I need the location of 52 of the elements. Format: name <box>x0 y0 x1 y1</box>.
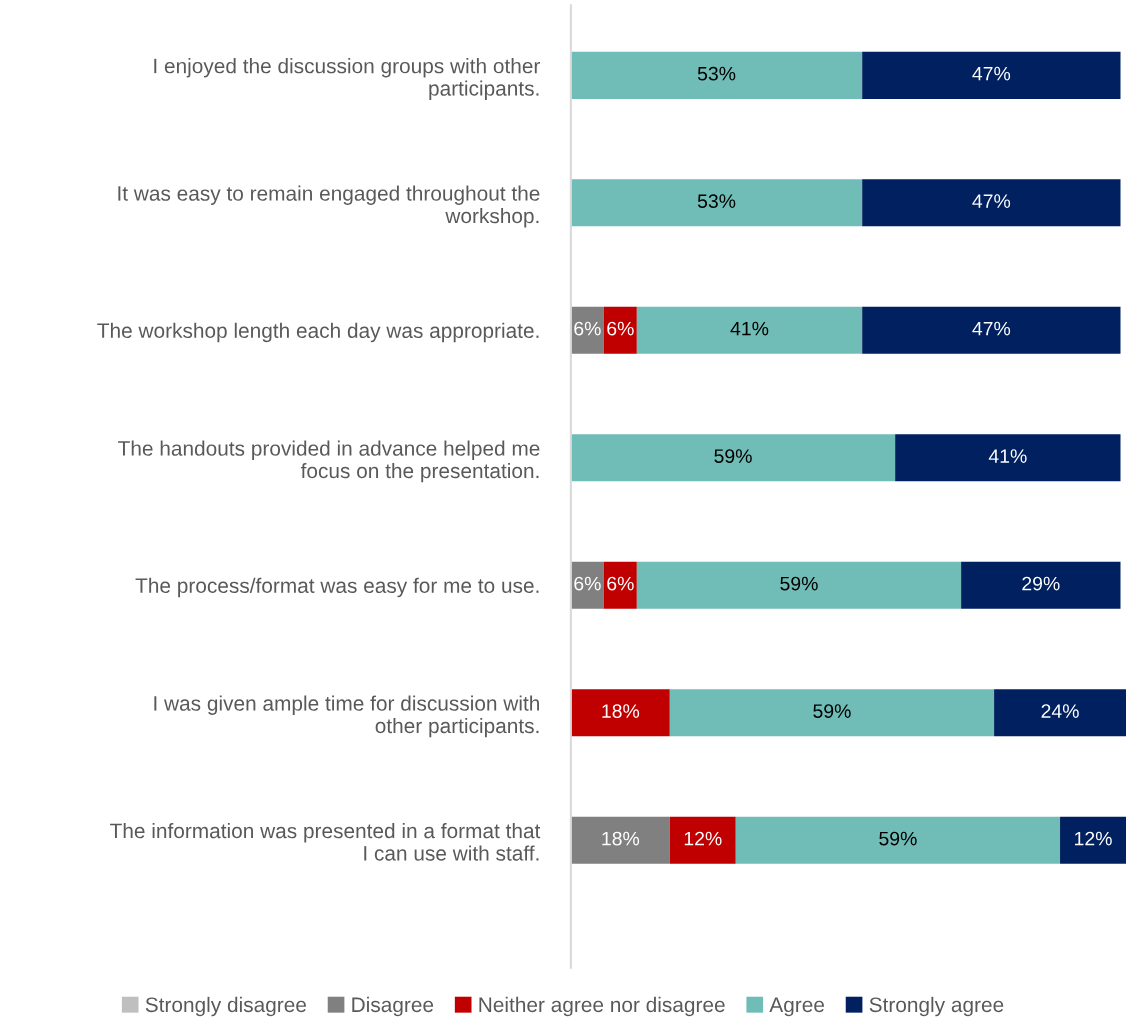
data-label: 47% <box>972 321 1011 336</box>
bar <box>735 816 1061 864</box>
bar <box>570 689 670 737</box>
bar <box>895 434 1121 482</box>
bar <box>669 689 995 737</box>
data-label: 12% <box>684 831 722 846</box>
y-tick-label: I enjoyed the discussion groups with other participants. <box>154 58 541 100</box>
bar <box>603 561 637 609</box>
data-label: 41% <box>988 449 1027 463</box>
data-label: 47% <box>972 194 1011 208</box>
legend-label: Neither agree nor disagree <box>479 996 725 1017</box>
y-tick-label: The workshop length each day was appropriate. <box>97 322 539 343</box>
data-label: 18% <box>602 704 640 718</box>
y-tick-label: It was easy to remain engaged throughout the workshop. <box>118 185 540 228</box>
data-label: 6% <box>574 321 601 336</box>
bar <box>862 51 1121 99</box>
y-tick-label: The handouts provided in advance helped me focus on the presentation. <box>118 440 540 483</box>
bar <box>1060 816 1126 864</box>
bar <box>961 561 1121 609</box>
bar <box>570 434 896 482</box>
data-label: 6% <box>607 321 634 336</box>
legend-label: Agree <box>769 997 824 1017</box>
legend-label: Strongly agree <box>869 996 1004 1017</box>
bar <box>570 816 670 864</box>
y-tick-label: I was given ample time for discussion with other participants. <box>154 695 539 738</box>
data-label: 59% <box>813 704 851 718</box>
data-label: 47% <box>972 66 1011 81</box>
legend-label: Strongly disagree <box>145 996 306 1017</box>
bar <box>603 306 637 354</box>
data-label: 41% <box>730 321 769 336</box>
data-label: 59% <box>879 831 917 846</box>
data-label: 53% <box>697 194 736 208</box>
bar <box>570 51 863 99</box>
data-label: 29% <box>1022 576 1060 591</box>
y-tick-label: The information was presented in a format that I can use with staff. <box>110 822 541 861</box>
data-label: 18% <box>602 831 640 846</box>
bar <box>994 689 1126 737</box>
bar <box>862 306 1121 354</box>
bar <box>636 306 863 354</box>
bar <box>636 561 962 609</box>
data-label: 53% <box>697 66 736 81</box>
data-label: 59% <box>780 576 818 591</box>
data-label: 6% <box>607 576 634 591</box>
data-label: 59% <box>714 449 752 463</box>
data-label: 24% <box>1041 704 1079 718</box>
y-tick-label: The process/format was easy for me to use. <box>135 577 539 598</box>
data-label: 12% <box>1075 831 1112 846</box>
bar <box>570 179 863 227</box>
bar <box>669 816 736 864</box>
bar <box>862 179 1121 227</box>
data-label: 6% <box>574 576 601 591</box>
legend-label: Disagree <box>352 996 434 1017</box>
